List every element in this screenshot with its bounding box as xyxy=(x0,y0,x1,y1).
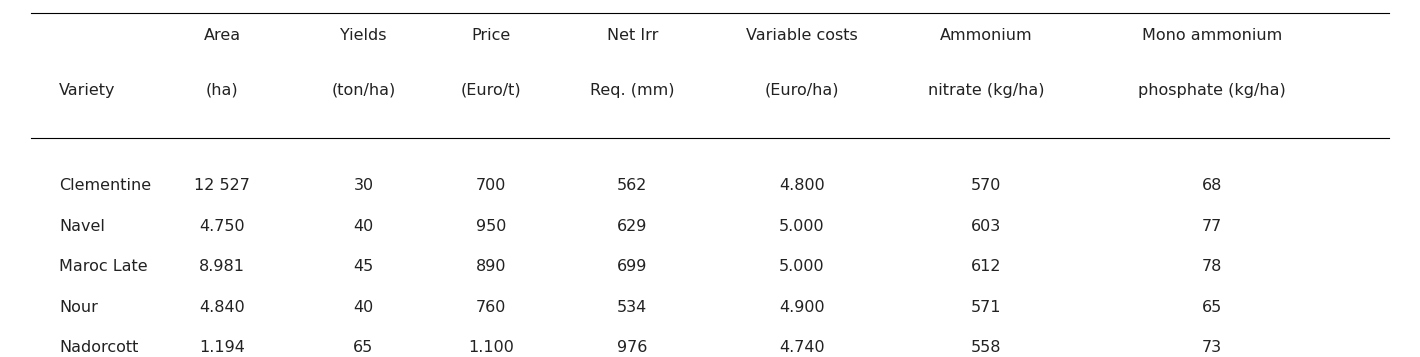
Text: 4.900: 4.900 xyxy=(780,300,825,315)
Text: 890: 890 xyxy=(476,259,506,274)
Text: Navel: Navel xyxy=(60,218,105,233)
Text: 40: 40 xyxy=(354,300,373,315)
Text: 68: 68 xyxy=(1201,178,1223,193)
Text: Req. (mm): Req. (mm) xyxy=(589,82,674,97)
Text: 612: 612 xyxy=(970,259,1001,274)
Text: Nadorcott: Nadorcott xyxy=(60,341,139,356)
Text: 534: 534 xyxy=(618,300,648,315)
Text: Nour: Nour xyxy=(60,300,98,315)
Text: Price: Price xyxy=(471,29,510,44)
Text: 976: 976 xyxy=(618,341,648,356)
Text: Variable costs: Variable costs xyxy=(746,29,858,44)
Text: 570: 570 xyxy=(971,178,1001,193)
Text: 950: 950 xyxy=(476,218,506,233)
Text: 4.800: 4.800 xyxy=(780,178,825,193)
Text: (ton/ha): (ton/ha) xyxy=(331,82,396,97)
Text: 699: 699 xyxy=(618,259,648,274)
Text: 73: 73 xyxy=(1203,341,1223,356)
Text: nitrate (kg/ha): nitrate (kg/ha) xyxy=(927,82,1044,97)
Text: 40: 40 xyxy=(354,218,373,233)
Text: 562: 562 xyxy=(618,178,648,193)
Text: Mono ammonium: Mono ammonium xyxy=(1142,29,1282,44)
Text: 30: 30 xyxy=(354,178,373,193)
Text: 629: 629 xyxy=(618,218,648,233)
Text: 1.100: 1.100 xyxy=(467,341,514,356)
Text: 12 527: 12 527 xyxy=(195,178,250,193)
Text: Yields: Yields xyxy=(341,29,386,44)
Text: 4.740: 4.740 xyxy=(780,341,825,356)
Text: (ha): (ha) xyxy=(206,82,239,97)
Text: 571: 571 xyxy=(970,300,1001,315)
Text: 4.750: 4.750 xyxy=(199,218,244,233)
Text: (Euro/t): (Euro/t) xyxy=(460,82,521,97)
Text: 77: 77 xyxy=(1201,218,1223,233)
Text: Area: Area xyxy=(203,29,240,44)
Text: Net Irr: Net Irr xyxy=(606,29,657,44)
Text: Clementine: Clementine xyxy=(60,178,152,193)
Text: (Euro/ha): (Euro/ha) xyxy=(765,82,839,97)
Text: 5.000: 5.000 xyxy=(780,218,825,233)
Text: Ammonium: Ammonium xyxy=(940,29,1032,44)
Text: 45: 45 xyxy=(354,259,373,274)
Text: Variety: Variety xyxy=(60,82,116,97)
Text: Maroc Late: Maroc Late xyxy=(60,259,148,274)
Text: 4.840: 4.840 xyxy=(199,300,244,315)
Text: 78: 78 xyxy=(1201,259,1223,274)
Text: 65: 65 xyxy=(1201,300,1223,315)
Text: 760: 760 xyxy=(476,300,506,315)
Text: 603: 603 xyxy=(971,218,1001,233)
Text: 8.981: 8.981 xyxy=(199,259,246,274)
Text: 5.000: 5.000 xyxy=(780,259,825,274)
Text: 65: 65 xyxy=(354,341,373,356)
Text: phosphate (kg/ha): phosphate (kg/ha) xyxy=(1139,82,1287,97)
Text: 1.194: 1.194 xyxy=(199,341,246,356)
Text: 558: 558 xyxy=(970,341,1001,356)
Text: 700: 700 xyxy=(476,178,506,193)
